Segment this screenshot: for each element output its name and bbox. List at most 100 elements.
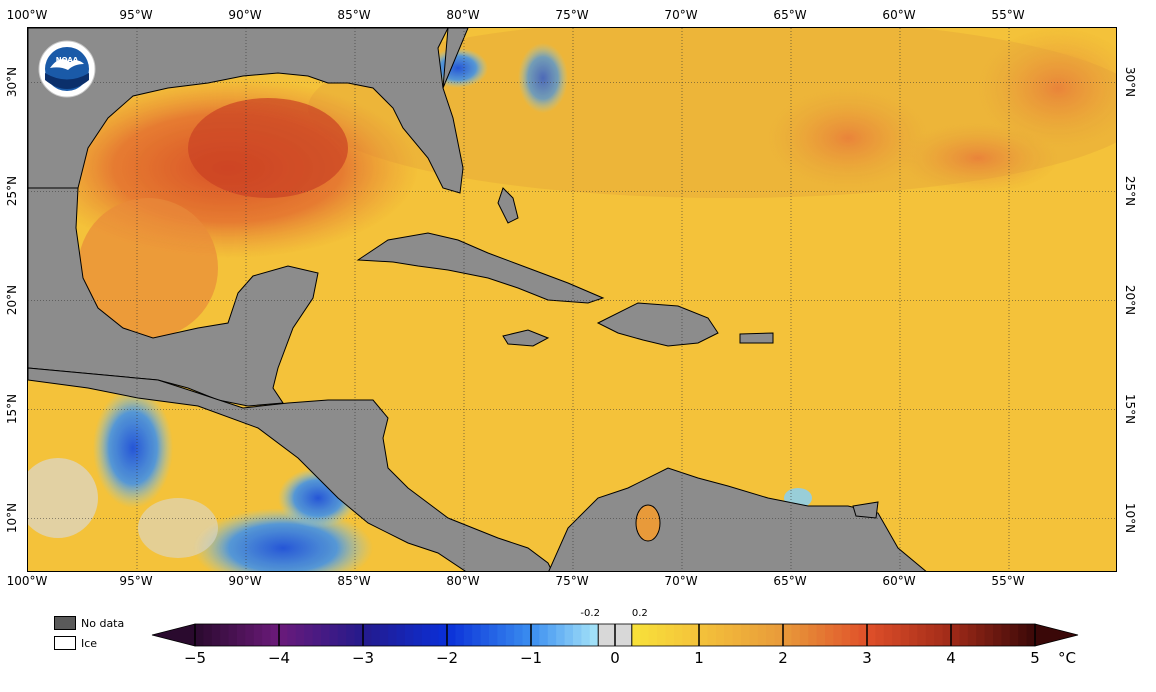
- colorbar-segment: [615, 624, 624, 646]
- colorbar-segment: [405, 624, 414, 646]
- colorbar-segment: [917, 624, 927, 646]
- land-trinidad: [852, 501, 879, 519]
- colorbar-segment: [976, 624, 986, 646]
- colorbar-max-arrow: [1034, 623, 1079, 647]
- colorbar-segment: [228, 624, 238, 646]
- left-lat-label: 30°N: [5, 66, 19, 97]
- colorbar-segment: [531, 624, 540, 646]
- colorbar-segment: [463, 624, 473, 646]
- left-lat-label: 25°N: [5, 175, 19, 206]
- right-lat-label: 25°N: [1123, 175, 1137, 206]
- colorbar-segment: [270, 624, 280, 646]
- colorbar-tick-label: 4: [946, 649, 956, 667]
- colorbar-segment: [648, 624, 658, 646]
- colorbar-segment: [892, 624, 902, 646]
- colorbar-segment: [598, 624, 608, 646]
- colorbar-segment: [337, 624, 347, 646]
- colorbar-segment: [623, 624, 633, 646]
- nodata-swatch: [54, 616, 76, 630]
- colorbar-segment: [766, 624, 776, 646]
- colorbar-min-arrow: [151, 623, 196, 647]
- land-united-states: [28, 28, 464, 194]
- colorbar-segment: [522, 624, 532, 646]
- colorbar-segment: [665, 624, 675, 646]
- bottom-lon-label: 60°W: [882, 574, 916, 588]
- colorbar-segment: [304, 624, 314, 646]
- colorbar-segment: [942, 624, 952, 646]
- bottom-lon-label: 75°W: [555, 574, 589, 588]
- colorbar-segment: [547, 624, 557, 646]
- colorbar-tick-label: −1: [519, 649, 543, 667]
- colorbar-segment: [203, 624, 213, 646]
- colorbar-segment: [295, 624, 305, 646]
- colorbar-segment: [413, 624, 423, 646]
- colorbar-segment: [951, 624, 960, 646]
- colorbar-small-label: -0.2: [580, 608, 600, 619]
- colorbar-segment: [388, 624, 398, 646]
- bottom-lon-label: 55°W: [991, 574, 1025, 588]
- colorbar-segment: [447, 624, 456, 646]
- colorbar-segment: [715, 624, 725, 646]
- top-lon-label: 65°W: [773, 8, 807, 22]
- colorbar-segment: [875, 624, 885, 646]
- colorbar-segment: [573, 624, 582, 646]
- colorbar-segment: [690, 624, 700, 646]
- colorbar-segment: [514, 624, 524, 646]
- colorbar-segment: [959, 624, 969, 646]
- colorbar-segment: [741, 624, 750, 646]
- land-masses: [28, 28, 927, 571]
- land-jamaica: [502, 329, 550, 347]
- bottom-lon-label: 85°W: [337, 574, 371, 588]
- colorbar-segment: [253, 624, 263, 646]
- colorbar-segment: [497, 624, 507, 646]
- land-bahamas: [497, 187, 519, 224]
- bottom-lon-label: 100°W: [6, 574, 48, 588]
- colorbar-segment: [287, 624, 297, 646]
- colorbar-segment: [900, 624, 910, 646]
- top-lon-label: 100°W: [6, 8, 48, 22]
- colorbar-tick-label: −4: [267, 649, 291, 667]
- colorbar-segment: [539, 624, 549, 646]
- colorbar-segment: [279, 624, 288, 646]
- logo-text: NOAA: [56, 56, 79, 64]
- colorbar-segment: [480, 624, 490, 646]
- colorbar-segment: [396, 624, 406, 646]
- land-hispaniola: [596, 302, 719, 347]
- colorbar-segment: [825, 624, 834, 646]
- colorbar-segment: [589, 624, 599, 646]
- top-lon-label: 95°W: [119, 8, 153, 22]
- left-lat-label: 15°N: [5, 393, 19, 424]
- colorbar-segment: [505, 624, 515, 646]
- right-lat-label: 15°N: [1123, 393, 1137, 424]
- ice-swatch: [54, 636, 76, 650]
- top-lon-label: 75°W: [555, 8, 589, 22]
- colorbar-segment: [841, 624, 851, 646]
- colorbar-segment: [724, 624, 734, 646]
- colorbar-segment: [321, 624, 330, 646]
- colorbar-segment: [455, 624, 465, 646]
- colorbar-segment: [211, 624, 221, 646]
- colorbar-segment: [925, 624, 935, 646]
- colorbar-segment: [833, 624, 843, 646]
- top-lon-label: 90°W: [228, 8, 262, 22]
- colorbar-tick-label: 1: [694, 649, 704, 667]
- colorbar-segment: [237, 624, 246, 646]
- colorbar-segment: [472, 624, 482, 646]
- bottom-lon-label: 65°W: [773, 574, 807, 588]
- colorbar-segment: [363, 624, 372, 646]
- colorbar-tick-label: −5: [183, 649, 207, 667]
- lake-maracaibo: [635, 504, 661, 542]
- colorbar-segment: [438, 624, 448, 646]
- colorbar-tick-label: 5: [1030, 649, 1040, 667]
- colorbar-segment: [657, 624, 666, 646]
- colorbar-segment: [799, 624, 809, 646]
- bottom-lon-label: 80°W: [446, 574, 480, 588]
- colorbar-segment: [774, 624, 784, 646]
- right-lat-label: 10°N: [1123, 502, 1137, 533]
- colorbar-segment: [489, 624, 498, 646]
- colorbar-tick-label: 2: [778, 649, 788, 667]
- colorbar-segment: [1009, 624, 1019, 646]
- colorbar-segment: [346, 624, 356, 646]
- colorbar-segment: [556, 624, 566, 646]
- ice-label: Ice: [81, 637, 98, 650]
